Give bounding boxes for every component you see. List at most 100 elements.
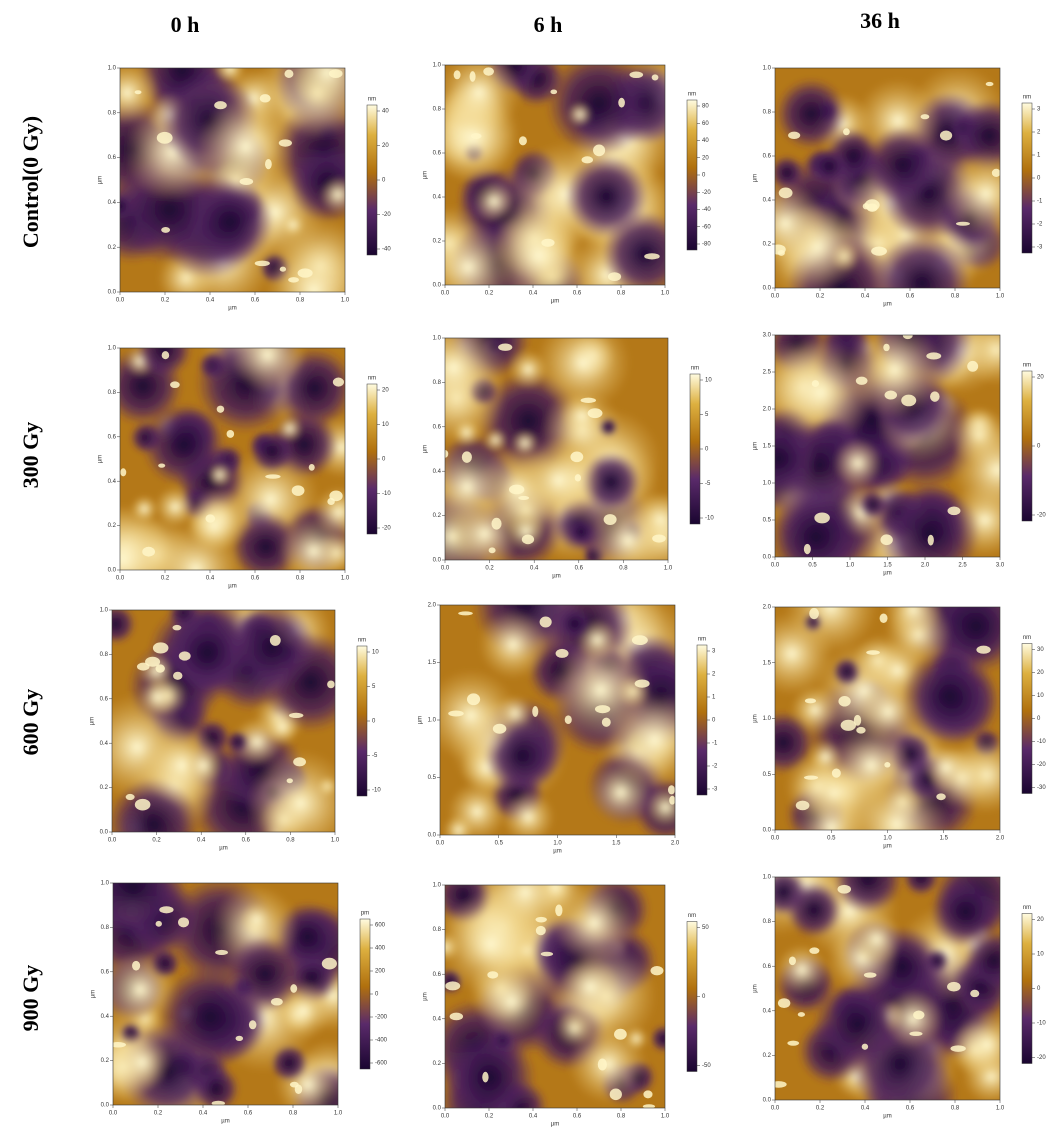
- grain: [450, 1013, 463, 1021]
- colorbar-tick-label: 20: [1037, 375, 1044, 381]
- grain: [604, 514, 617, 525]
- x-tick-label: 0.2: [485, 1114, 494, 1120]
- x-tick-label: 1.0: [664, 566, 673, 572]
- colorbar-tick-label: -10: [382, 491, 391, 497]
- blob: [142, 403, 225, 486]
- grain: [293, 757, 306, 766]
- grain: [292, 485, 305, 496]
- y-axis-label: µm: [418, 716, 424, 724]
- colorbar-tick-label: 20: [1037, 670, 1044, 676]
- grain: [555, 904, 562, 916]
- row-header: Control(0 Gy): [18, 116, 43, 248]
- grain: [913, 1011, 924, 1020]
- y-tick-label: 0.4: [108, 200, 117, 206]
- x-tick-label: 1.0: [334, 1111, 343, 1117]
- grain: [565, 715, 572, 724]
- y-tick-label: 0.5: [428, 775, 437, 781]
- blob: [443, 1031, 535, 1123]
- x-tick-label: 1.0: [661, 291, 670, 297]
- blob: [845, 321, 943, 419]
- colorbar-tick-label: -3: [712, 787, 718, 793]
- grain: [260, 94, 271, 102]
- blob: [786, 881, 843, 938]
- x-tick-label: 0.2: [154, 1111, 163, 1117]
- grain: [142, 547, 155, 557]
- grain: [588, 408, 603, 418]
- colorbar-tick-label: 10: [1037, 693, 1044, 699]
- grain: [333, 378, 344, 387]
- x-tick-label: 0.8: [617, 291, 626, 297]
- colorbar: [357, 646, 367, 796]
- grain: [843, 128, 850, 135]
- blob: [506, 512, 546, 552]
- blob: [884, 989, 944, 1049]
- blob: [879, 483, 980, 584]
- column-header: 0 h: [171, 12, 200, 37]
- y-tick-label: 1.0: [763, 66, 772, 72]
- figure: 0 h 6 h 36 h Control(0 Gy) 300 Gy 600 Gy…: [0, 0, 1056, 1138]
- blob: [864, 126, 941, 203]
- blob: [903, 859, 939, 895]
- blob: [740, 420, 817, 497]
- blob: [749, 611, 834, 696]
- x-tick-label: 0.6: [251, 576, 260, 582]
- y-tick-label: 0.8: [108, 390, 117, 396]
- blob: [319, 176, 356, 213]
- blob: [902, 648, 998, 744]
- y-tick-label: 1.0: [763, 716, 772, 722]
- y-tick-label: 0.2: [108, 523, 117, 529]
- colorbar-tick-label: -10: [1037, 739, 1046, 745]
- colorbar-tick-label: -2: [1037, 222, 1043, 228]
- grain: [170, 381, 180, 388]
- grain: [956, 222, 970, 226]
- blob: [923, 744, 970, 791]
- grain: [491, 518, 501, 530]
- colorbar-tick-label: 0: [372, 719, 376, 725]
- grain: [837, 885, 851, 894]
- blob: [535, 315, 631, 411]
- colorbar-unit: pm: [361, 911, 369, 917]
- grain: [132, 961, 140, 971]
- x-tick-label: 0.5: [495, 841, 504, 847]
- x-tick-label: 0.4: [861, 294, 870, 300]
- grain: [632, 635, 648, 645]
- grain: [608, 272, 621, 281]
- grain: [287, 778, 293, 783]
- row-header: 900 Gy: [18, 965, 43, 1032]
- y-tick-label: 0.4: [763, 198, 772, 204]
- grain: [992, 169, 1001, 177]
- y-tick-label: 0.6: [763, 964, 772, 970]
- grain: [668, 785, 675, 794]
- y-tick-label: 0.6: [763, 154, 772, 160]
- x-tick-label: 1.0: [331, 838, 340, 844]
- blob: [491, 209, 585, 303]
- grain: [270, 635, 281, 646]
- y-tick-label: 0.6: [108, 155, 117, 161]
- grain: [288, 277, 299, 282]
- y-tick-label: 0.4: [101, 1014, 110, 1020]
- grain: [771, 244, 786, 254]
- grain: [206, 514, 216, 522]
- colorbar-tick-label: 0: [702, 994, 706, 1000]
- grain: [178, 917, 189, 927]
- blob: [953, 1010, 1021, 1078]
- y-tick-label: 2.0: [428, 603, 437, 609]
- grain: [863, 203, 870, 209]
- colorbar-tick-label: 3: [1037, 107, 1041, 113]
- grain: [884, 762, 890, 767]
- x-tick-label: 1.0: [846, 563, 855, 569]
- grain: [930, 391, 940, 401]
- colorbar-unit: nm: [691, 366, 699, 372]
- colorbar-tick-label: -1: [712, 741, 718, 747]
- x-tick-label: 2.0: [671, 841, 680, 847]
- colorbar: [1022, 103, 1032, 253]
- blob: [136, 322, 191, 377]
- grain: [137, 663, 150, 671]
- x-tick-label: 0.6: [906, 1106, 915, 1112]
- colorbar: [697, 645, 707, 795]
- colorbar-tick-label: 0: [1037, 986, 1041, 992]
- y-axis-label: µm: [753, 174, 759, 182]
- colorbar-tick-label: 60: [702, 121, 709, 127]
- blob: [873, 234, 971, 332]
- texture: [83, 590, 361, 871]
